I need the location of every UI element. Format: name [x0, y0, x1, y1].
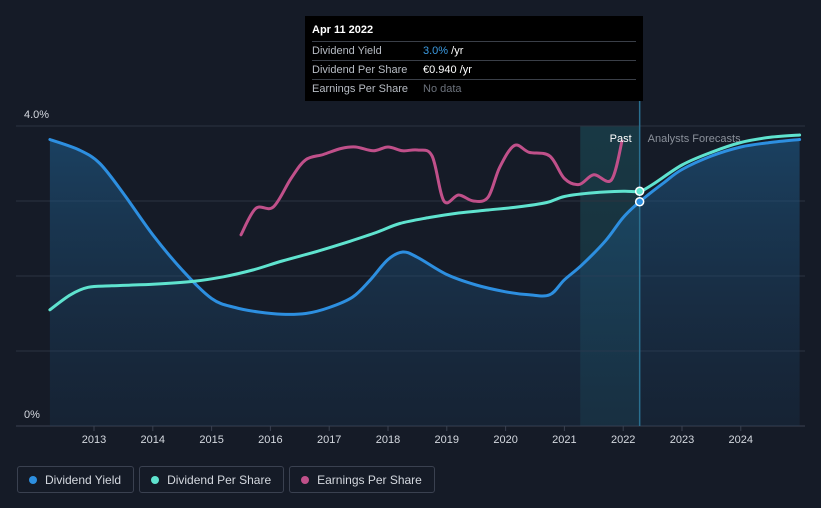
legend-item-dividend-per-share[interactable]: Dividend Per Share — [139, 466, 285, 493]
x-tick-label: 2018 — [376, 434, 400, 446]
dividend-chart: 2013 2014 2015 2016 2017 2018 2019 2020 2021 2022… — [16, 101, 805, 446]
x-axis-ticks: 2013 2014 2015 2016 2017 2018 2019 2020 2021 2022… — [82, 426, 753, 446]
past-label: Past — [610, 133, 632, 145]
legend-item-dividend-yield[interactable]: Dividend Yield — [17, 466, 135, 493]
tooltip-value: 3.0% — [423, 45, 449, 57]
x-tick-label: 2019 — [435, 434, 459, 446]
y-tick-top: 4.0% — [24, 109, 49, 121]
x-tick-label: 2020 — [493, 434, 517, 446]
hover-marker-dividend-per-share — [634, 186, 645, 196]
tooltip: Apr 11 2022 Dividend Yield 3.0% /yr Divi… — [305, 16, 643, 101]
forecast-label: Analysts Forecasts — [648, 133, 741, 145]
legend-item-earnings-per-share[interactable]: Earnings Per Share — [289, 466, 435, 493]
x-tick-label: 2021 — [552, 434, 576, 446]
tooltip-row-dividend-per-share: Dividend Per Share €0.940 /yr — [312, 60, 636, 79]
tooltip-value: €0.940 — [423, 64, 457, 76]
tooltip-label: Dividend Yield — [312, 45, 382, 57]
x-tick-label: 2014 — [141, 434, 165, 446]
tooltip-row-earnings-per-share: Earnings Per Share No data — [312, 79, 636, 98]
legend-dot-icon — [29, 475, 37, 484]
x-tick-label: 2024 — [729, 434, 753, 446]
tooltip-date: Apr 11 2022 — [312, 24, 374, 36]
y-tick-bottom: 0% — [24, 409, 40, 421]
legend-dot-icon — [301, 475, 310, 484]
series-line-dividend-per-share — [48, 133, 802, 312]
tooltip-label: Dividend Per Share — [312, 64, 408, 76]
hover-marker-dividend-yield — [634, 197, 645, 207]
legend-dot-icon — [151, 475, 160, 484]
series-layer — [48, 133, 802, 426]
tooltip-unit: /yr — [448, 45, 464, 57]
series-line-dividend-yield — [48, 138, 802, 316]
tooltip-value: No data — [423, 83, 462, 95]
series-line-earnings-per-share — [239, 139, 624, 237]
legend: Dividend Yield Dividend Per Share Earnin… — [17, 466, 435, 493]
legend-label: Dividend Per Share — [167, 472, 272, 487]
x-tick-label: 2022 — [611, 434, 635, 446]
series-area-dividend-yield — [49, 139, 800, 426]
legend-label: Earnings Per Share — [317, 472, 422, 487]
hover-markers — [634, 186, 645, 207]
x-tick-label: 2013 — [82, 434, 106, 446]
x-tick-label: 2023 — [670, 434, 694, 446]
tooltip-unit: /yr — [456, 64, 472, 76]
x-tick-label: 2015 — [199, 434, 223, 446]
tooltip-row-dividend-yield: Dividend Yield 3.0% /yr — [312, 41, 636, 60]
legend-label: Dividend Yield — [45, 472, 122, 487]
x-tick-label: 2017 — [317, 434, 341, 446]
tooltip-label: Earnings Per Share — [312, 83, 408, 95]
x-tick-label: 2016 — [258, 434, 282, 446]
